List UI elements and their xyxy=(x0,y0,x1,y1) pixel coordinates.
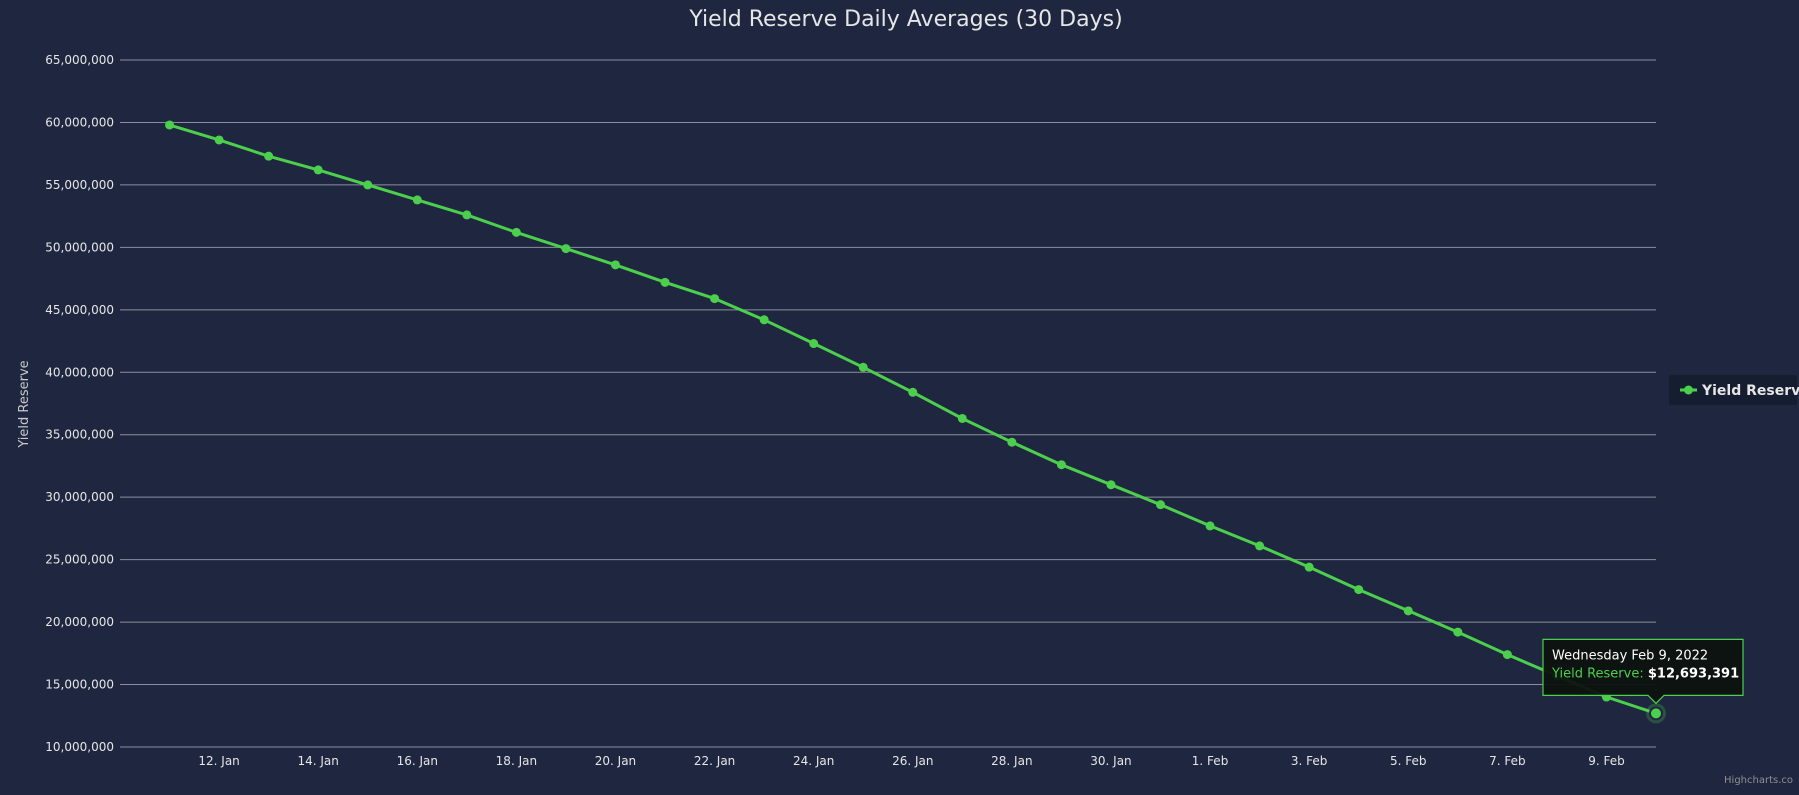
y-axis-tick-labels: 10,000,000 15,000,000 20,000,000 25,000,000… xyxy=(45,53,114,754)
y-tick-label: 45,000,000 xyxy=(45,303,114,317)
y-tick-label: 25,000,000 xyxy=(45,553,114,567)
data-point[interactable] xyxy=(214,135,224,145)
y-tick-label: 20,000,000 xyxy=(45,615,114,629)
data-point[interactable] xyxy=(1354,585,1364,595)
credits-link[interactable]: Highcharts.co xyxy=(1724,775,1793,786)
data-point[interactable] xyxy=(412,195,422,205)
x-tick-label: 30. Jan xyxy=(1090,754,1131,768)
x-tick-label: 22. Jan xyxy=(694,754,735,768)
data-point[interactable] xyxy=(710,294,720,304)
legend-box xyxy=(1669,375,1797,405)
data-point[interactable] xyxy=(1106,480,1116,490)
data-point[interactable] xyxy=(363,180,373,190)
data-point[interactable] xyxy=(1007,437,1017,447)
y-tick-label: 30,000,000 xyxy=(45,490,114,504)
data-point[interactable] xyxy=(1156,500,1166,510)
data-point[interactable] xyxy=(957,413,967,423)
data-point[interactable] xyxy=(1205,521,1215,531)
y-tick-label: 10,000,000 xyxy=(45,740,114,754)
data-point[interactable] xyxy=(1304,562,1314,572)
data-point[interactable] xyxy=(511,227,521,237)
data-point[interactable] xyxy=(561,244,571,254)
data-point[interactable] xyxy=(1403,606,1413,616)
tooltip-date: Wednesday Feb 9, 2022 xyxy=(1552,648,1708,663)
data-point[interactable] xyxy=(809,339,819,349)
x-tick-label: 24. Jan xyxy=(793,754,834,768)
legend[interactable]: Yield Reserve xyxy=(1669,375,1799,405)
data-point[interactable] xyxy=(1255,541,1265,551)
y-tick-label: 55,000,000 xyxy=(45,178,114,192)
x-axis-tick-labels: 12. Jan 14. Jan 16. Jan 18. Jan 20. Jan 22. J… xyxy=(198,754,1624,768)
x-tick-label: 20. Jan xyxy=(595,754,636,768)
y-tick-label: 50,000,000 xyxy=(45,240,114,254)
hover-marker-group[interactable] xyxy=(1646,703,1666,724)
x-tick-label: 1. Feb xyxy=(1192,754,1229,768)
data-point[interactable] xyxy=(759,315,769,325)
tooltip-colon: : xyxy=(1639,666,1648,681)
x-tick-label: 3. Feb xyxy=(1291,754,1328,768)
grid-layer xyxy=(120,59,1656,748)
tooltip: Wednesday Feb 9, 2022 Yield Reserve: $12… xyxy=(1542,638,1744,705)
x-tick-label: 26. Jan xyxy=(892,754,933,768)
data-point[interactable] xyxy=(165,120,175,130)
tooltip-line: Yield Reserve: $12,693,391 xyxy=(1551,666,1739,681)
y-tick-label: 35,000,000 xyxy=(45,428,114,442)
tooltip-series-name: Yield Reserve xyxy=(1551,666,1639,681)
x-tick-label: 9. Feb xyxy=(1588,754,1625,768)
y-axis-title: Yield Reserve xyxy=(17,360,32,448)
data-point[interactable] xyxy=(264,151,274,161)
x-tick-label: 18. Jan xyxy=(496,754,537,768)
x-tick-label: 14. Jan xyxy=(297,754,338,768)
x-tick-label: 12. Jan xyxy=(198,754,239,768)
data-point[interactable] xyxy=(858,362,868,372)
x-tick-label: 5. Feb xyxy=(1390,754,1427,768)
hover-point[interactable] xyxy=(1649,706,1663,721)
data-point[interactable] xyxy=(908,387,918,397)
legend-point-symbol xyxy=(1684,385,1693,395)
series-points xyxy=(165,120,1611,702)
data-point[interactable] xyxy=(1502,650,1512,660)
data-point[interactable] xyxy=(1453,627,1463,637)
tooltip-box xyxy=(1542,638,1744,705)
data-point[interactable] xyxy=(1056,460,1066,470)
y-tick-label: 60,000,000 xyxy=(45,115,114,129)
legend-item-yield-reserve[interactable]: Yield Reserve xyxy=(1701,383,1799,399)
x-tick-label: 16. Jan xyxy=(397,754,438,768)
y-tick-label: 15,000,000 xyxy=(45,678,114,692)
x-tick-label: 28. Jan xyxy=(991,754,1032,768)
y-tick-label: 40,000,000 xyxy=(45,365,114,379)
data-point[interactable] xyxy=(660,277,670,287)
tooltip-value: $12,693,391 xyxy=(1648,666,1739,681)
chart-title: Yield Reserve Daily Averages (30 Days) xyxy=(688,7,1122,32)
x-tick-label: 7. Feb xyxy=(1489,754,1526,768)
y-tick-label: 65,000,000 xyxy=(45,53,114,67)
data-point[interactable] xyxy=(313,165,323,175)
data-point[interactable] xyxy=(610,260,620,270)
data-point[interactable] xyxy=(462,210,472,220)
